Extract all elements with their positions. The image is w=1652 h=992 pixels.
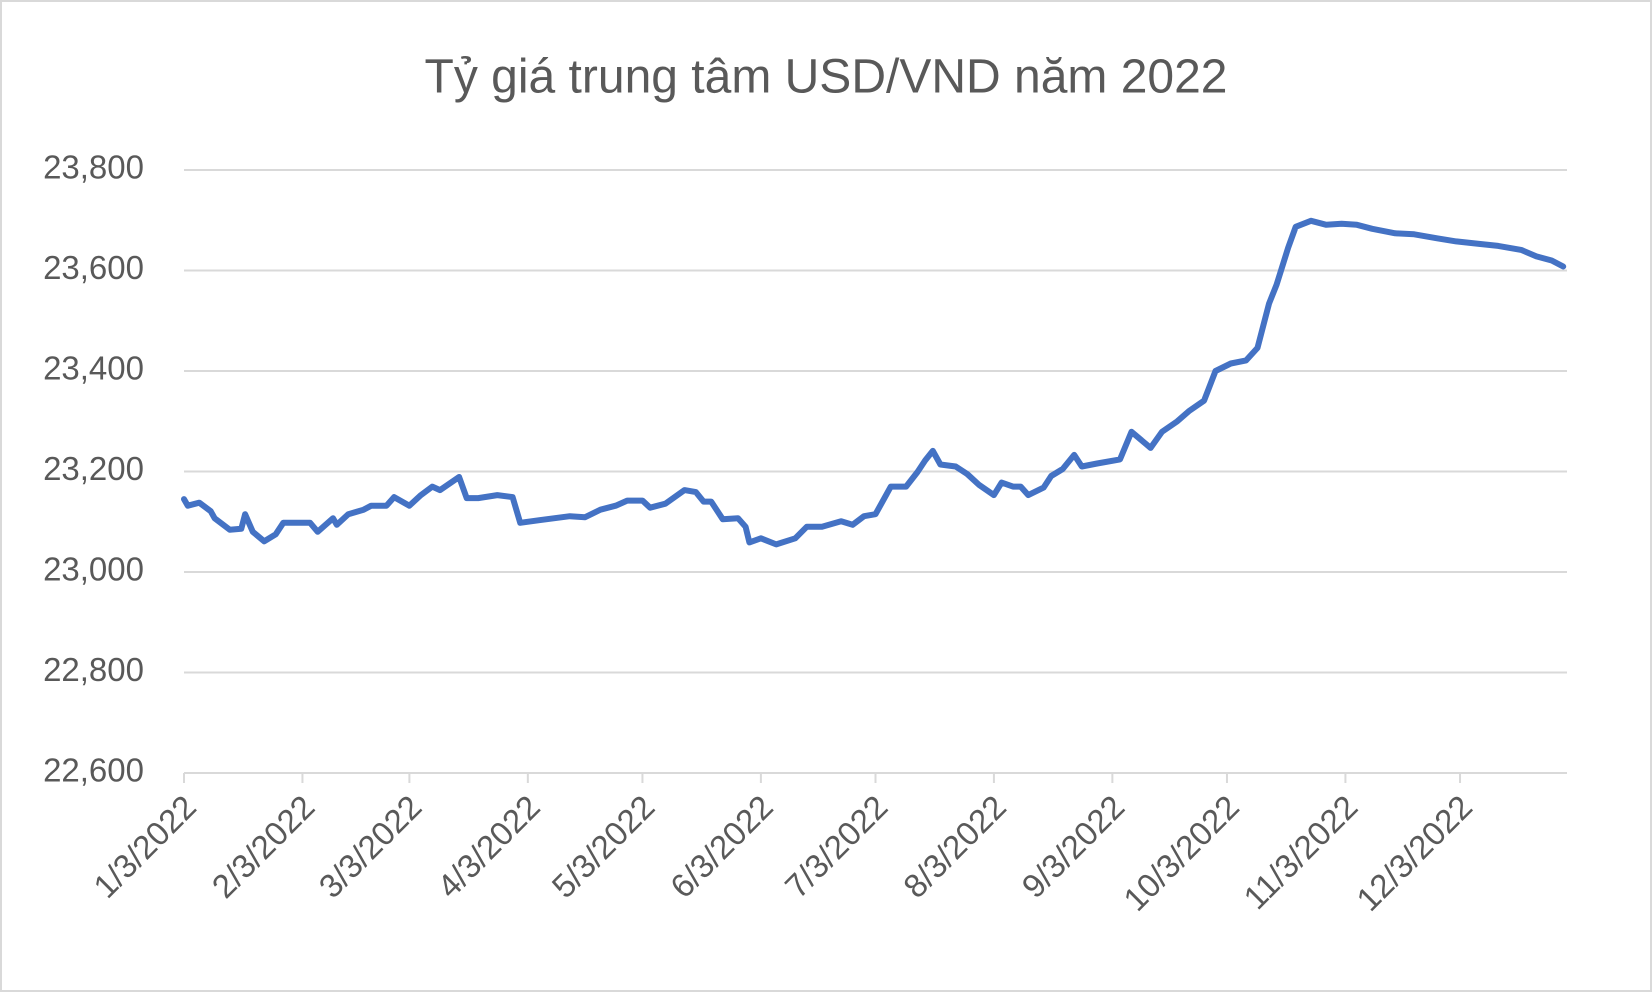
y-tick-label: 23,600 (43, 249, 144, 286)
y-tick-label: 23,800 (43, 149, 144, 186)
chart-title: Tỷ giá trung tâm USD/VND năm 2022 (425, 51, 1228, 104)
y-tick-label: 23,200 (43, 450, 144, 487)
data-line (181, 217, 1567, 548)
y-tick-label: 23,000 (43, 551, 144, 588)
y-tick-label: 23,400 (43, 350, 144, 387)
y-tick-label: 22,800 (43, 651, 144, 688)
y-tick-label: 22,600 (43, 752, 144, 789)
